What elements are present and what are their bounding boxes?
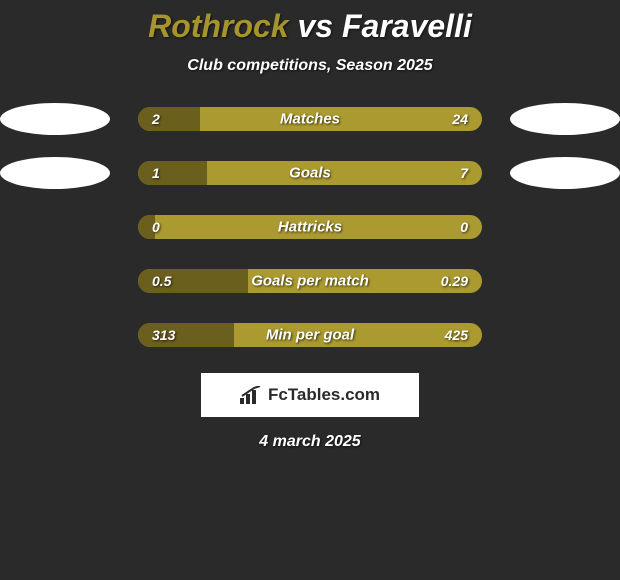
stat-bar: 2 Matches 24 (138, 107, 482, 131)
stat-value-right: 7 (460, 165, 468, 181)
logo-box[interactable]: FcTables.com (201, 373, 419, 417)
stat-row: 0 Hattricks 0 (0, 211, 620, 243)
stat-row: 1 Goals 7 (0, 157, 620, 189)
stat-value-left: 1 (152, 165, 160, 181)
stat-value-left: 0 (152, 219, 160, 235)
stat-label: Matches (280, 111, 340, 128)
stat-value-left: 2 (152, 111, 160, 127)
stat-row: 313 Min per goal 425 (0, 319, 620, 351)
stat-bar-fill (138, 161, 207, 185)
player2-name: Faravelli (342, 8, 472, 44)
stat-bar: 313 Min per goal 425 (138, 323, 482, 347)
player1-oval (0, 157, 110, 189)
stat-value-left: 313 (152, 327, 175, 343)
logo-text: FcTables.com (268, 385, 380, 405)
stat-value-right: 0 (460, 219, 468, 235)
player1-oval (0, 103, 110, 135)
stat-bar-fill (138, 107, 200, 131)
stats-container: 2 Matches 24 1 Goals 7 0 Hattricks 0 0.5 Goals per… (0, 103, 620, 351)
player1-name: Rothrock (148, 8, 288, 44)
stat-label: Hattricks (278, 219, 342, 236)
date-text: 4 march 2025 (0, 433, 620, 451)
page-title: Rothrock vs Faravelli (0, 8, 620, 45)
stat-value-left: 0.5 (152, 273, 171, 289)
stat-row: 0.5 Goals per match 0.29 (0, 265, 620, 297)
chart-icon (240, 386, 262, 404)
stat-bar: 0 Hattricks 0 (138, 215, 482, 239)
stat-label: Goals per match (251, 273, 369, 290)
stat-value-right: 24 (452, 111, 468, 127)
stat-bar: 0.5 Goals per match 0.29 (138, 269, 482, 293)
stat-row: 2 Matches 24 (0, 103, 620, 135)
player2-oval (510, 157, 620, 189)
stat-value-right: 0.29 (441, 273, 468, 289)
subtitle: Club competitions, Season 2025 (0, 57, 620, 75)
player2-oval (510, 103, 620, 135)
stat-label: Goals (289, 165, 331, 182)
stat-bar: 1 Goals 7 (138, 161, 482, 185)
vs-text: vs (289, 8, 342, 44)
stat-value-right: 425 (445, 327, 468, 343)
stat-label: Min per goal (266, 327, 354, 344)
